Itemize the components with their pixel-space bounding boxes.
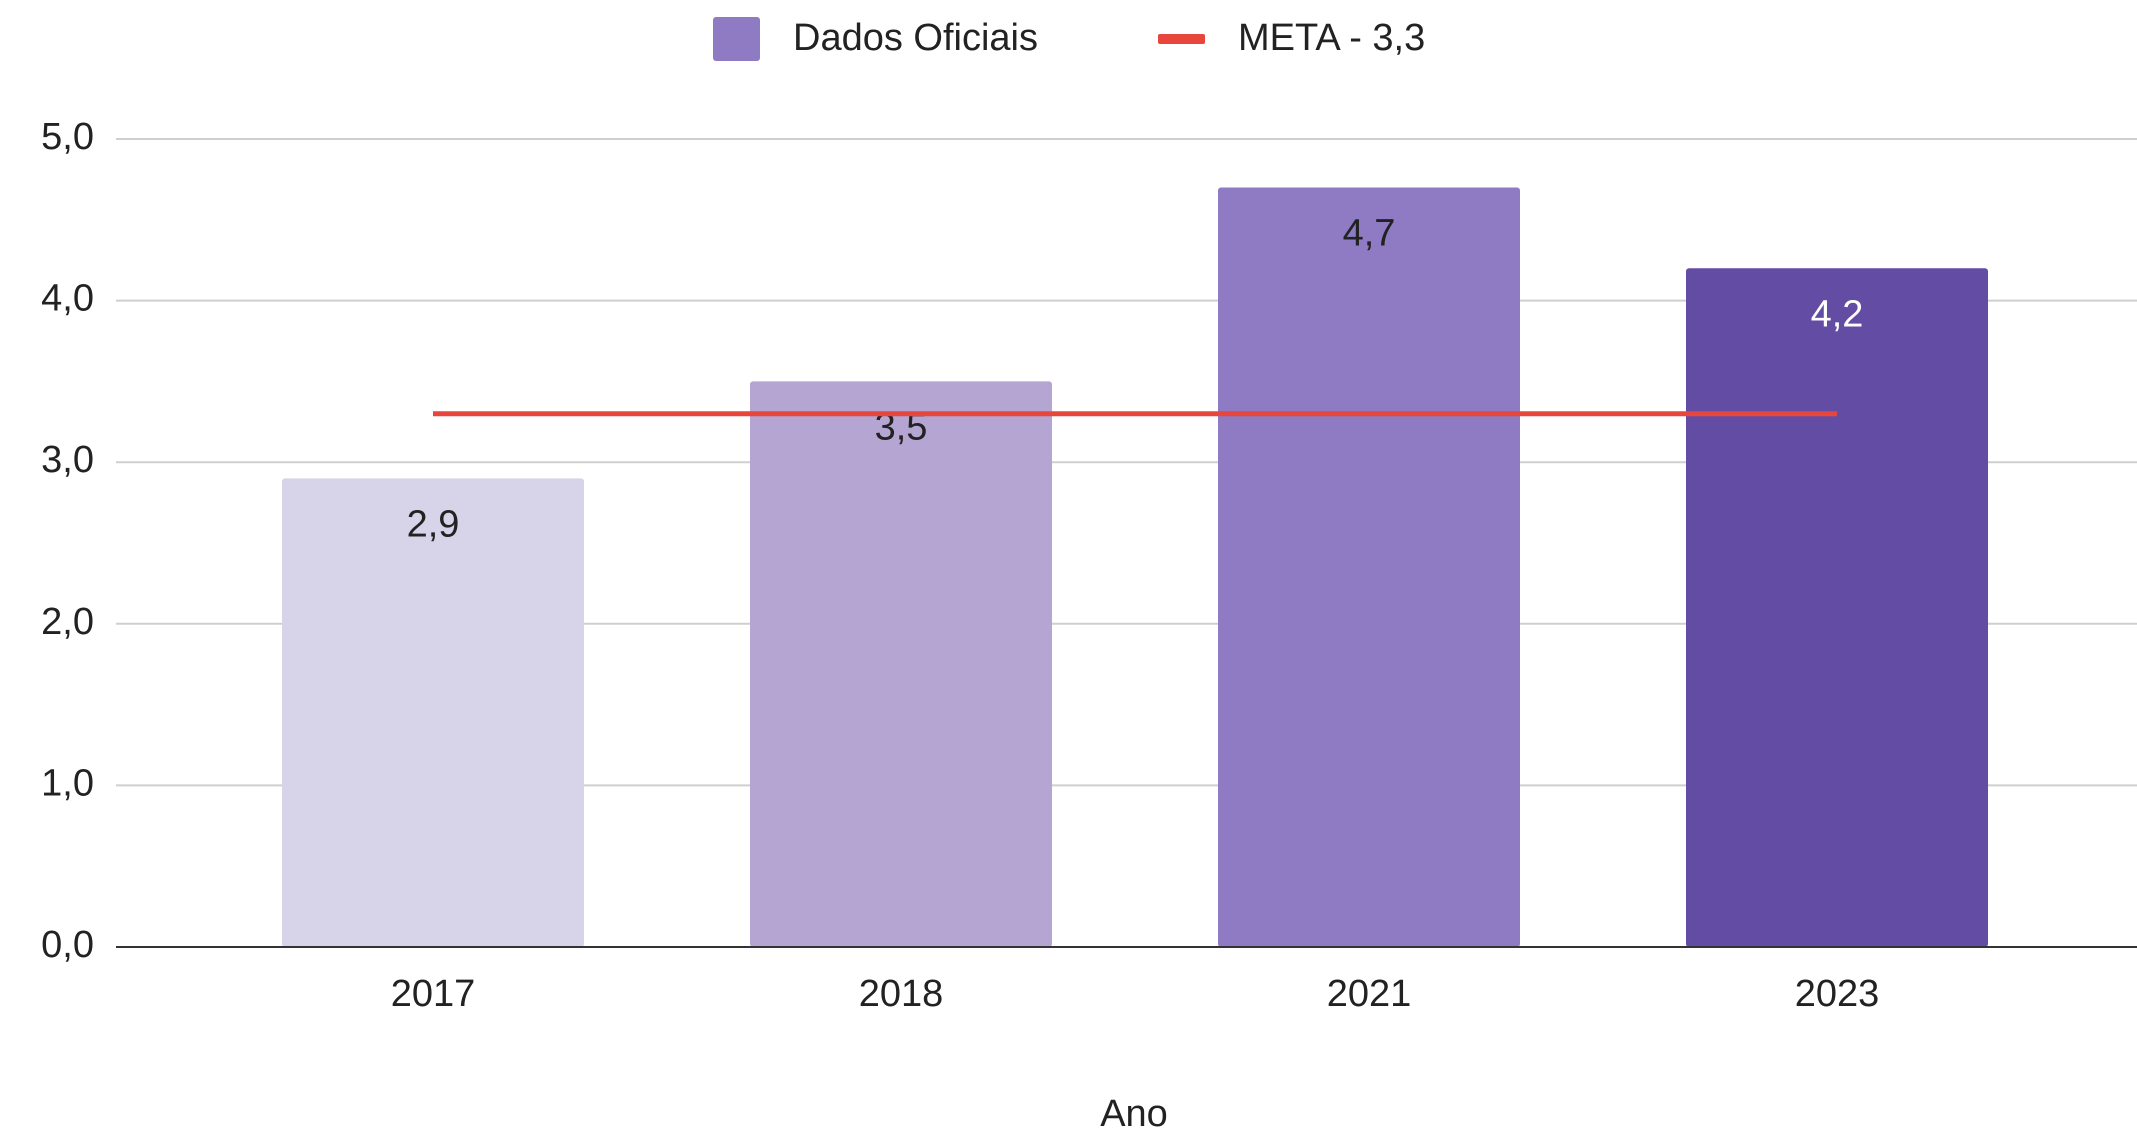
y-tick-label: 4,0: [41, 278, 94, 320]
data-label: 4,2: [1811, 293, 1864, 335]
bar: [1218, 187, 1520, 948]
y-tick-label: 3,0: [41, 439, 94, 481]
y-tick-label: 1,0: [41, 762, 94, 804]
y-tick-label: 0,0: [41, 924, 94, 966]
legend-label: META - 3,3: [1238, 17, 1425, 59]
x-tick-label: 2021: [1327, 973, 1412, 1015]
bar: [1686, 268, 1988, 947]
legend-label: Dados Oficiais: [793, 17, 1038, 59]
data-label: 4,7: [1343, 213, 1396, 255]
y-tick-label: 2,0: [41, 601, 94, 643]
legend-swatch: [1158, 34, 1205, 44]
bar: [282, 478, 584, 947]
bar: [750, 381, 1052, 947]
x-tick-label: 2018: [859, 973, 944, 1015]
y-tick-label: 5,0: [41, 116, 94, 158]
x-tick-label: 2023: [1795, 973, 1880, 1015]
x-axis-title: Ano: [1100, 1093, 1168, 1135]
x-tick-label: 2017: [391, 973, 476, 1015]
data-label: 2,9: [407, 503, 460, 545]
legend-swatch: [713, 17, 760, 61]
